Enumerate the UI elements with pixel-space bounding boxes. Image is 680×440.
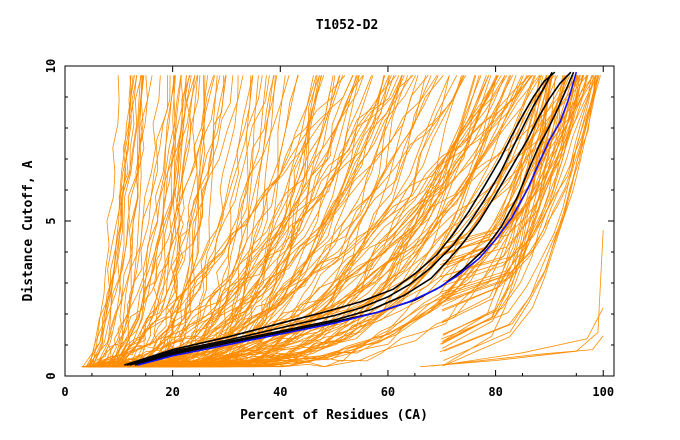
model-curve	[442, 75, 550, 322]
model-curve	[114, 75, 145, 367]
model-curve	[117, 75, 386, 368]
model-curve	[92, 75, 120, 367]
model-curve	[441, 75, 550, 249]
model-curve	[82, 75, 142, 367]
model-curve	[158, 75, 225, 367]
axis-ticks: 0 20 40 60 80 100 0 5 10	[44, 59, 614, 399]
model-curve	[97, 75, 141, 367]
model-curve	[118, 75, 390, 368]
y-axis-label: Distance Cutoff, A	[21, 160, 36, 301]
model-curve	[439, 75, 600, 278]
model-curve	[166, 75, 506, 368]
model-curve	[430, 335, 604, 367]
model-curve	[105, 75, 360, 368]
x-tick-label: 20	[165, 385, 179, 399]
y-tick-label: 0	[44, 372, 58, 379]
model-curve	[439, 75, 583, 288]
x-axis-label: Percent of Residues (CA)	[240, 408, 428, 423]
model-curve	[108, 75, 438, 368]
model-curve	[442, 75, 566, 336]
highlight-series-line	[123, 71, 556, 366]
model-curve	[440, 75, 594, 340]
model-curve	[82, 75, 492, 368]
highlight-series-line	[129, 71, 572, 366]
model-curve	[129, 75, 594, 368]
model-curve	[441, 75, 547, 256]
model-curve	[112, 75, 270, 368]
model-curve	[144, 75, 267, 368]
model-curve	[85, 75, 153, 367]
model-curve	[117, 75, 182, 367]
y-tick-label: 5	[44, 217, 58, 224]
x-tick-label: 40	[273, 385, 287, 399]
highlight-series-line	[126, 71, 553, 366]
model-curve	[440, 75, 578, 278]
model-curve	[113, 75, 196, 367]
model-curve	[113, 75, 597, 368]
model-curve	[439, 75, 587, 293]
highlight-series-line	[134, 71, 575, 366]
model-curve	[441, 75, 565, 343]
model-curve	[100, 75, 317, 368]
model-curve	[154, 75, 467, 368]
x-tick-label: 100	[592, 385, 614, 399]
model-curve	[86, 75, 221, 367]
model-curve	[111, 75, 148, 367]
model-curve	[443, 75, 598, 361]
model-curve	[158, 75, 523, 368]
model-curve	[441, 75, 585, 245]
x-tick-label: 0	[61, 385, 68, 399]
model-curve	[166, 75, 336, 368]
model-curve	[99, 75, 234, 368]
model-curve	[88, 75, 137, 367]
model-curve	[151, 75, 360, 368]
model-curve	[119, 75, 201, 367]
x-tick-label: 80	[488, 385, 502, 399]
model-curve	[116, 75, 585, 368]
highlighted-curves	[123, 71, 578, 366]
model-curve	[442, 75, 581, 335]
model-curve	[443, 75, 596, 302]
model-curves	[81, 74, 604, 368]
y-tick-label: 10	[44, 59, 58, 73]
x-tick-label: 60	[381, 385, 395, 399]
model-curve	[92, 75, 144, 367]
model-curve	[439, 75, 553, 345]
model-curve	[113, 75, 176, 367]
model-curve	[104, 75, 341, 368]
model-curve	[443, 75, 551, 366]
model-curve	[82, 75, 168, 368]
model-curve	[441, 75, 566, 312]
reference-series-line	[137, 71, 578, 366]
model-curve	[95, 75, 135, 367]
model-curve	[440, 75, 567, 256]
model-curve	[94, 75, 227, 368]
model-curve	[106, 75, 198, 367]
model-curve	[441, 75, 578, 311]
model-curve	[86, 75, 171, 367]
chart-title: T1052-D2	[316, 18, 379, 33]
model-curve	[439, 75, 597, 298]
model-curve	[441, 307, 604, 366]
model-curve	[443, 75, 600, 352]
